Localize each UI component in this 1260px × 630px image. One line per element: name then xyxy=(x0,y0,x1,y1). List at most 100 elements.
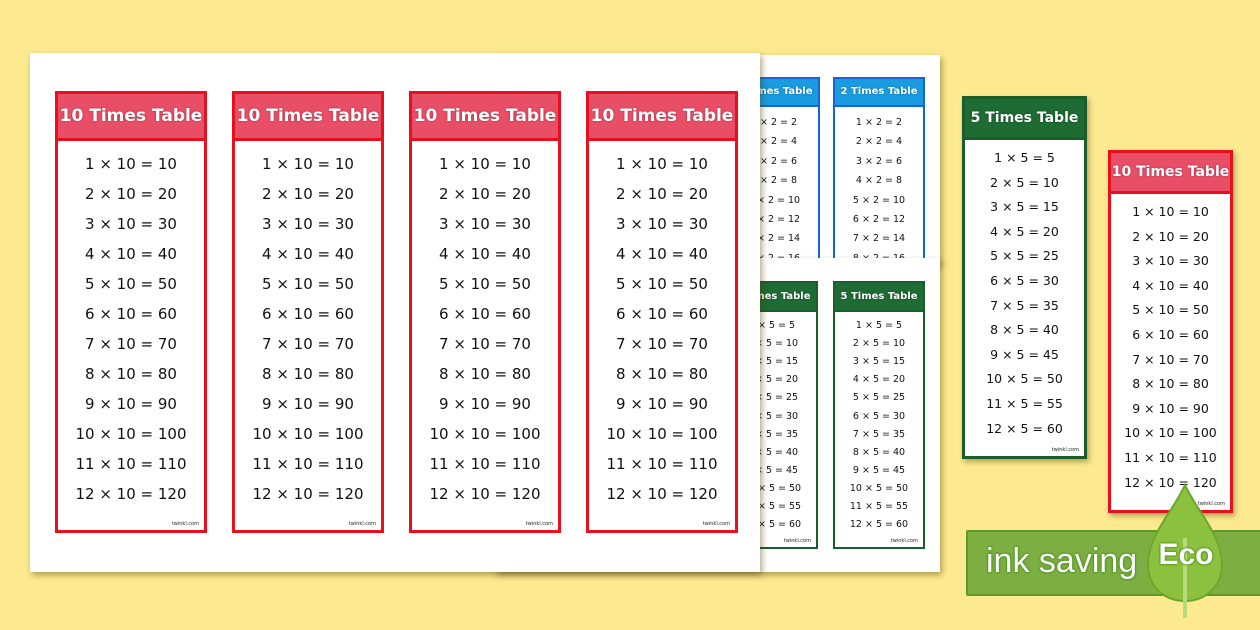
card-title: 10 Times Table xyxy=(58,94,204,141)
table-row: 12 × 5 = 60 xyxy=(986,420,1063,436)
times-table-card-two: 2 Times Table 1 × 2 = 2 2 × 2 = 4 3 × 2 = 6… xyxy=(833,77,925,265)
table-row: 5 × 5 = 25 xyxy=(852,392,906,404)
table-row: 12 × 10 = 120 xyxy=(429,485,541,503)
card-title: 2 Times Table xyxy=(835,79,923,107)
table-row: 11 × 5 = 55 xyxy=(742,501,802,512)
table-row: 4 × 10 = 40 xyxy=(85,245,177,263)
table-row: 7 × 10 = 70 xyxy=(1132,351,1209,367)
table-row: 1 × 2 = 2 xyxy=(855,117,903,128)
table-row: 3 × 5 = 15 xyxy=(990,199,1059,215)
table-row: 2 × 2 = 4 xyxy=(855,136,903,148)
card-footer: twinkl.com xyxy=(1197,501,1225,507)
table-row: 10 × 10 = 100 xyxy=(429,425,541,443)
table-row: 9 × 10 = 90 xyxy=(262,395,354,413)
table-row: 6 × 10 = 60 xyxy=(1132,327,1209,342)
table-row: 9 × 10 = 90 xyxy=(1132,400,1209,416)
table-row: 9 × 5 = 45 xyxy=(852,464,906,476)
table-row: 6 × 2 = 12 xyxy=(747,214,801,225)
table-row: 7 × 5 = 35 xyxy=(990,297,1059,313)
ink-saving-text: ink saving xyxy=(986,542,1138,580)
table-row: 1 × 10 = 10 xyxy=(85,155,177,173)
table-row: 6 × 2 = 12 xyxy=(852,214,906,225)
table-row: 8 × 10 = 80 xyxy=(616,365,708,383)
table-row: 8 × 10 = 80 xyxy=(262,365,354,383)
table-row: 2 × 10 = 20 xyxy=(85,185,177,203)
table-row: 5 × 5 = 25 xyxy=(990,248,1059,264)
table-row: 11 × 10 = 110 xyxy=(1124,450,1217,465)
table-row: 12 × 10 = 120 xyxy=(1124,474,1217,490)
table-row: 10 × 5 = 50 xyxy=(742,482,802,494)
table-row: 7 × 5 = 35 xyxy=(852,428,906,440)
card-title: 5 Times Table xyxy=(965,99,1084,140)
table-row: 4 × 2 = 8 xyxy=(855,175,903,187)
table-row: 5 × 10 = 50 xyxy=(85,275,177,293)
table-row: 7 × 10 = 70 xyxy=(439,335,531,353)
card-title: 10 Times Table xyxy=(589,94,735,141)
table-row: 5 × 10 = 50 xyxy=(262,275,354,293)
table-row: 2 × 2 = 4 xyxy=(750,136,798,148)
table-row: 2 × 5 = 10 xyxy=(852,338,906,350)
card-title: 10 Times Table xyxy=(412,94,558,141)
table-row: 1 × 5 = 5 xyxy=(748,320,796,331)
table-row: 9 × 5 = 45 xyxy=(990,346,1059,362)
table-row: 8 × 5 = 40 xyxy=(852,446,906,458)
table-row: 6 × 5 = 30 xyxy=(990,273,1059,288)
table-row: 8 × 5 = 40 xyxy=(745,446,799,458)
table-row: 7 × 5 = 35 xyxy=(745,428,799,440)
table-row: 1 × 5 = 5 xyxy=(855,320,903,331)
table-row: 7 × 2 = 14 xyxy=(747,233,801,245)
table-row: 11 × 10 = 110 xyxy=(429,455,541,473)
table-row: 1 × 10 = 10 xyxy=(1132,204,1209,219)
table-row: 8 × 10 = 80 xyxy=(439,365,531,383)
table-row: 11 × 10 = 110 xyxy=(75,455,187,473)
table-row: 10 × 10 = 100 xyxy=(606,425,718,443)
table-row: 4 × 10 = 40 xyxy=(262,245,354,263)
table-row: 10 × 5 = 50 xyxy=(986,371,1063,387)
times-table-card-ten: 10 Times Table 1 × 10 = 10 2 × 10 = 20 3 × … xyxy=(232,91,384,533)
table-row: 6 × 10 = 60 xyxy=(616,305,708,323)
table-row: 11 × 10 = 110 xyxy=(252,455,364,473)
table-row: 4 × 5 = 20 xyxy=(745,374,799,386)
table-row: 11 × 5 = 55 xyxy=(849,501,909,512)
table-row: 1 × 5 = 5 xyxy=(994,150,1055,165)
table-row: 6 × 5 = 30 xyxy=(852,410,906,422)
table-row: 5 × 10 = 50 xyxy=(1132,302,1209,318)
table-row: 3 × 10 = 30 xyxy=(1132,253,1209,269)
eco-label: Eco xyxy=(1158,538,1214,571)
table-row: 3 × 5 = 15 xyxy=(745,356,799,368)
table-row: 12 × 10 = 120 xyxy=(75,485,187,503)
table-row: 3 × 10 = 30 xyxy=(262,215,354,233)
table-row: 6 × 5 = 30 xyxy=(745,410,799,422)
table-row: 8 × 5 = 40 xyxy=(990,322,1059,338)
table-row: 3 × 10 = 30 xyxy=(439,215,531,233)
table-row: 3 × 10 = 30 xyxy=(616,215,708,233)
table-row: 1 × 2 = 2 xyxy=(750,117,798,128)
table-row: 10 × 5 = 50 xyxy=(849,482,909,494)
table-row: 3 × 5 = 15 xyxy=(852,356,906,368)
table-row: 3 × 10 = 30 xyxy=(85,215,177,233)
table-row: 8 × 10 = 80 xyxy=(1132,376,1209,392)
table-row: 12 × 10 = 120 xyxy=(252,485,364,503)
times-table-card-ten: 10 Times Table 1 × 10 = 10 2 × 10 = 20 3 × … xyxy=(1108,150,1233,513)
table-row: 3 × 2 = 6 xyxy=(750,155,798,167)
table-row: 9 × 10 = 90 xyxy=(439,395,531,413)
table-row: 4 × 5 = 20 xyxy=(990,223,1059,239)
table-row: 7 × 2 = 14 xyxy=(852,233,906,245)
card-title: 10 Times Table xyxy=(235,94,381,141)
card-footer: twinkl.com xyxy=(890,538,918,544)
table-row: 10 × 10 = 100 xyxy=(75,425,187,443)
table-row: 7 × 10 = 70 xyxy=(262,335,354,353)
card-title: 10 Times Table xyxy=(1111,153,1230,194)
table-row: 4 × 10 = 40 xyxy=(439,245,531,263)
times-table-card-ten: 10 Times Table 1 × 10 = 10 2 × 10 = 20 3 × … xyxy=(409,91,561,533)
table-row: 2 × 10 = 20 xyxy=(262,185,354,203)
table-row: 4 × 5 = 20 xyxy=(852,374,906,386)
table-row: 2 × 5 = 10 xyxy=(745,338,799,350)
table-row: 1 × 10 = 10 xyxy=(439,155,531,173)
table-row: 10 × 10 = 100 xyxy=(252,425,364,443)
card-title: 5 Times Table xyxy=(835,283,923,312)
table-row: 4 × 10 = 40 xyxy=(616,245,708,263)
table-row: 5 × 5 = 25 xyxy=(745,392,799,404)
table-row: 1 × 10 = 10 xyxy=(262,155,354,173)
